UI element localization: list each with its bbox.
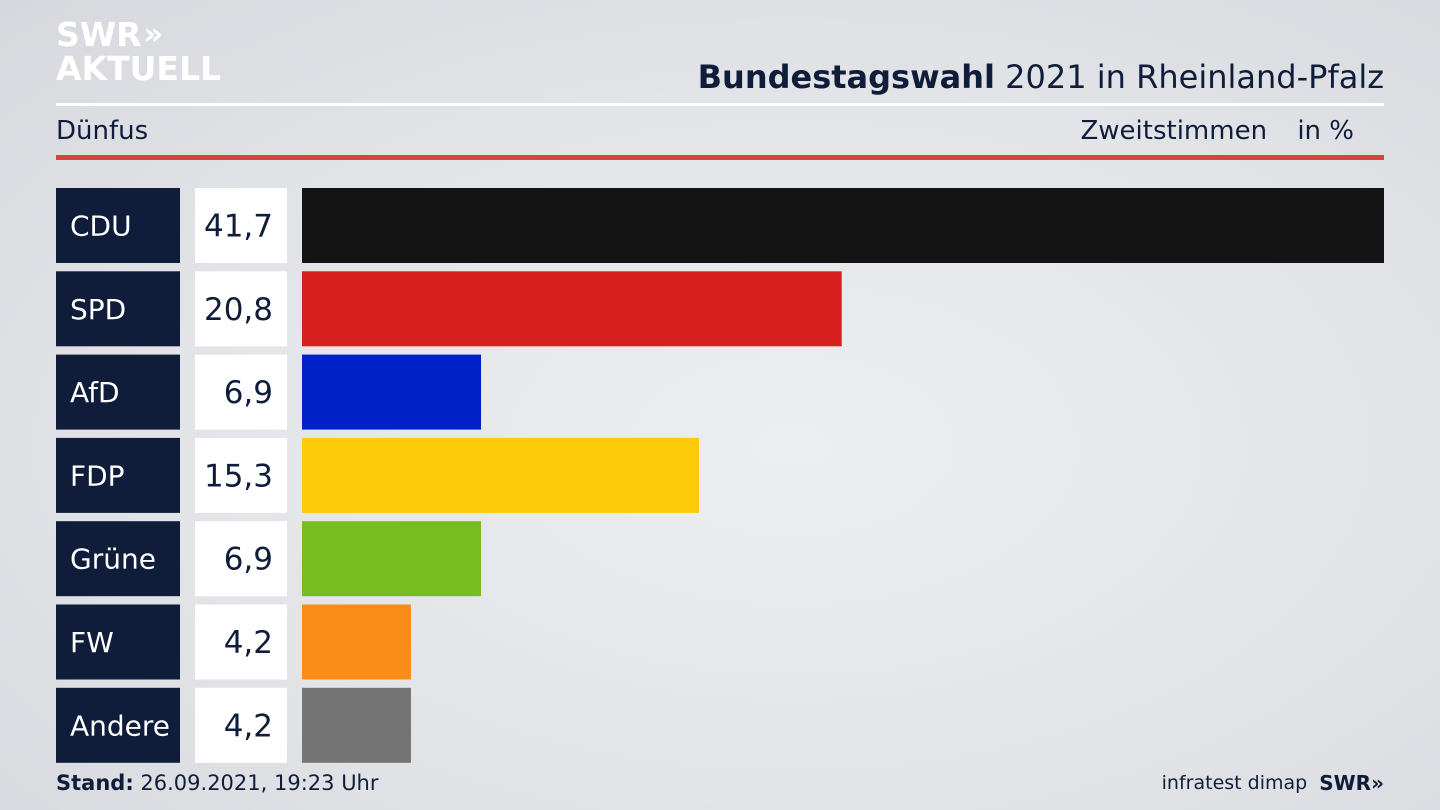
- timestamp-value: 26.09.2021, 19:23 Uhr: [140, 771, 379, 795]
- party-label-box-cdu: [56, 188, 180, 263]
- broadcaster-logo: SWR»: [1319, 771, 1384, 795]
- title-bold: Bundestagswahl: [697, 58, 995, 96]
- data-label-spd: 20,8: [204, 292, 273, 328]
- unit-label: in %: [1297, 116, 1354, 146]
- value-box-spd: [195, 271, 287, 347]
- data-label-fdp: 15,3: [204, 458, 273, 494]
- bar-afd: [302, 354, 482, 430]
- value-box-fdp: [195, 437, 287, 513]
- region-label: Dünfus: [56, 116, 149, 146]
- data-label-andere: 4,2: [224, 708, 273, 744]
- party-label-box-gr-ne: [56, 521, 180, 597]
- swr-aktuell-logo: SWR » AKTUELL: [56, 18, 221, 86]
- bar-gr-ne: [302, 521, 482, 597]
- category-label-cdu: CDU: [70, 210, 132, 243]
- party-label-box-andere: [56, 687, 180, 763]
- logo-text-aktuell: AKTUELL: [56, 49, 222, 88]
- party-label-box-fw: [56, 604, 180, 680]
- bar-spd: [302, 271, 842, 347]
- accent-divider: [56, 155, 1384, 160]
- vote-type-label: Zweitstimmen in %: [1080, 116, 1354, 146]
- value-box-gr-ne: [195, 521, 287, 597]
- vote-type: Zweitstimmen: [1080, 116, 1268, 146]
- bar-fdp: [302, 437, 699, 513]
- value-box-afd: [195, 354, 287, 430]
- value-box-cdu: [195, 188, 287, 263]
- logo-text-swr: SWR: [56, 15, 142, 54]
- data-label-cdu: 41,7: [204, 209, 273, 245]
- bar-andere: [302, 687, 411, 763]
- title-rest: 2021 in Rheinland-Pfalz: [1005, 58, 1384, 96]
- source-credit: infratest dimap SWR»: [1162, 771, 1384, 795]
- data-label-gr-ne: 6,9: [224, 542, 273, 578]
- header-divider: [56, 103, 1384, 106]
- party-label-box-spd: [56, 271, 180, 347]
- data-label-fw: 4,2: [224, 625, 273, 661]
- category-label-fdp: FDP: [70, 459, 125, 492]
- bar-cdu: [302, 188, 1384, 263]
- bar-fw: [302, 604, 411, 680]
- category-label-fw: FW: [70, 626, 114, 659]
- category-label-gr-ne: Grüne: [70, 543, 156, 576]
- value-box-andere: [195, 687, 287, 763]
- category-label-afd: AfD: [70, 376, 120, 409]
- category-label-andere: Andere: [70, 709, 170, 742]
- source-label: infratest dimap: [1161, 772, 1308, 794]
- category-label-spd: SPD: [70, 293, 126, 326]
- party-label-box-afd: [56, 354, 180, 430]
- timestamp: Stand: 26.09.2021, 19:23 Uhr: [56, 771, 379, 795]
- timestamp-label: Stand:: [56, 771, 134, 795]
- page-title: Bundestagswahl 2021 in Rheinland-Pfalz: [698, 58, 1384, 96]
- data-label-afd: 6,9: [224, 375, 273, 411]
- value-box-fw: [195, 604, 287, 680]
- party-label-box-fdp: [56, 437, 180, 513]
